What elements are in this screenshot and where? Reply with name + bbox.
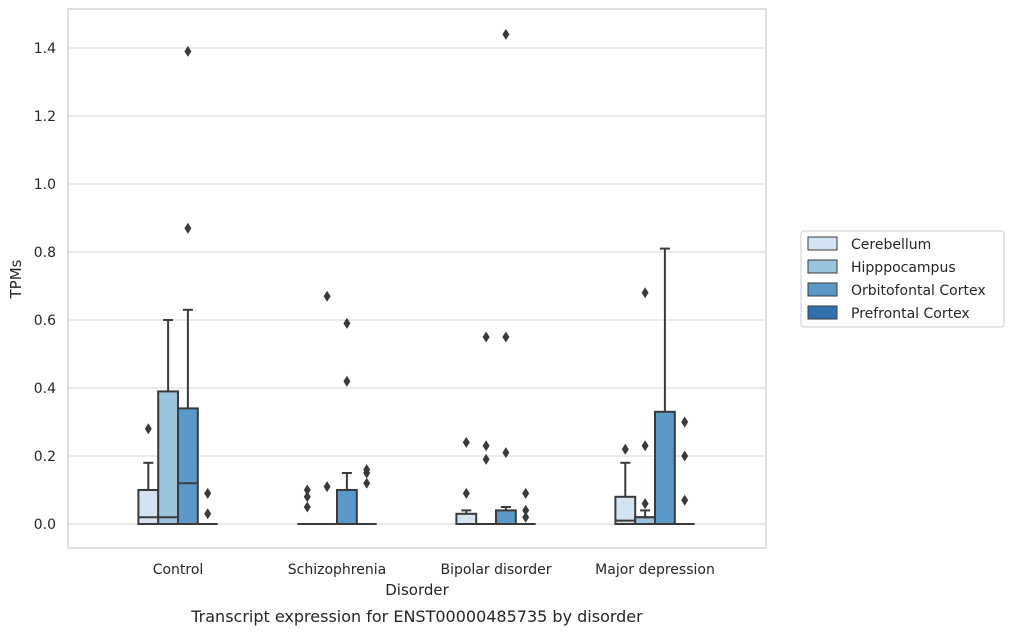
box-body: [495, 509, 517, 525]
outlier-point: [184, 222, 192, 234]
y-tick-label: 0.8: [34, 245, 56, 261]
outlier-point: [204, 487, 212, 499]
box-body: [137, 489, 160, 525]
y-tick-label: 0.4: [34, 381, 56, 397]
legend-item: Cerebellum: [807, 236, 931, 253]
outlier-point: [482, 331, 490, 343]
y-tick-label: 0.6: [34, 313, 56, 329]
box-2-3: [515, 487, 536, 525]
box-3-0: [614, 443, 637, 525]
box-body: [157, 390, 179, 525]
outlier-point: [323, 290, 331, 302]
legend-item: Prefrontal Cortex: [807, 305, 970, 322]
box-body: [654, 410, 676, 525]
box-1-2: [336, 317, 358, 525]
outlier-point: [204, 508, 212, 520]
box-1-1: [317, 290, 337, 525]
outlier-point: [681, 494, 689, 506]
legend-label: Cerebellum: [851, 237, 931, 253]
outlier-point: [462, 487, 470, 499]
chart-caption: Transcript expression for ENST0000048573…: [190, 607, 643, 626]
outlier-point: [184, 45, 192, 57]
box-0-0: [137, 423, 160, 525]
y-tick-label: 0.2: [34, 449, 56, 465]
box-body: [614, 495, 637, 525]
x-tick-label: Control: [153, 562, 204, 578]
legend-swatch: [807, 236, 838, 251]
legend: Cerebellum Hipppocampus Orbitofontal Corte…: [800, 230, 1005, 328]
y-axis-ticks: 0.0 0.2 0.4 0.6 0.8 1.0 1.2 1.4: [34, 41, 56, 533]
outlier-point: [363, 477, 371, 489]
box-2-2: [495, 28, 517, 525]
box-3-1: [634, 287, 657, 526]
box-body: [634, 516, 657, 526]
outlier-point: [522, 511, 530, 523]
box-0-3: [197, 487, 218, 525]
outlier-point: [303, 484, 311, 496]
box-body: [455, 512, 478, 525]
legend-frame: [800, 230, 1005, 328]
outlier-point: [482, 453, 490, 465]
y-tick-label: 1.2: [34, 109, 56, 125]
y-tick-label: 1.0: [34, 177, 56, 193]
legend-item: Orbitofontal Cortex: [807, 282, 986, 299]
outlier-point: [502, 447, 510, 459]
legend-label: Prefrontal Cortex: [851, 306, 970, 322]
x-axis-ticks: Control Schizophrenia Bipolar disorder Majo…: [153, 562, 715, 578]
outlier-point: [621, 443, 629, 455]
legend-item: Hipppocampus: [807, 259, 956, 276]
legend-swatch: [807, 305, 838, 320]
box-2-0: [455, 436, 478, 525]
box-3-3: [674, 416, 695, 525]
x-axis-title: Disorder: [385, 581, 449, 599]
box-series: [137, 28, 695, 526]
box-body: [177, 407, 199, 525]
outlier-point: [681, 416, 689, 428]
outlier-point: [303, 501, 311, 513]
outlier-point: [681, 450, 689, 462]
outlier-point: [462, 436, 470, 448]
outlier-point: [502, 28, 510, 40]
box-3-2: [654, 247, 676, 525]
legend-label: Hipppocampus: [851, 260, 956, 276]
outlier-point: [323, 481, 331, 493]
legend-swatch: [807, 282, 838, 297]
outlier-point: [522, 487, 530, 499]
legend-swatch: [807, 259, 838, 274]
outlier-point: [144, 423, 152, 435]
outlier-point: [482, 440, 490, 452]
plot-frame: [67, 8, 767, 549]
outlier-point: [502, 331, 510, 343]
outlier-point: [641, 440, 649, 452]
outlier-point: [522, 504, 530, 516]
y-axis-title: TPMs: [7, 259, 25, 299]
box-0-1: [157, 319, 179, 525]
x-tick-label: Schizophrenia: [288, 562, 386, 578]
x-tick-label: Major depression: [595, 562, 715, 578]
outlier-point: [343, 375, 351, 387]
outlier-point: [303, 491, 311, 503]
outlier-point: [641, 498, 649, 510]
box-body: [336, 489, 358, 525]
box-0-2: [177, 45, 199, 525]
x-tick-label: Bipolar disorder: [440, 562, 551, 578]
box-2-1: [476, 331, 496, 525]
outlier-point: [363, 464, 371, 476]
box-1-3: [356, 464, 377, 525]
outlier-point: [641, 287, 649, 299]
y-tick-label: 1.4: [34, 41, 56, 57]
box-1-0: [297, 484, 318, 525]
outlier-point: [343, 317, 351, 329]
legend-label: Orbitofontal Cortex: [851, 283, 986, 299]
y-tick-label: 0.0: [34, 517, 56, 533]
